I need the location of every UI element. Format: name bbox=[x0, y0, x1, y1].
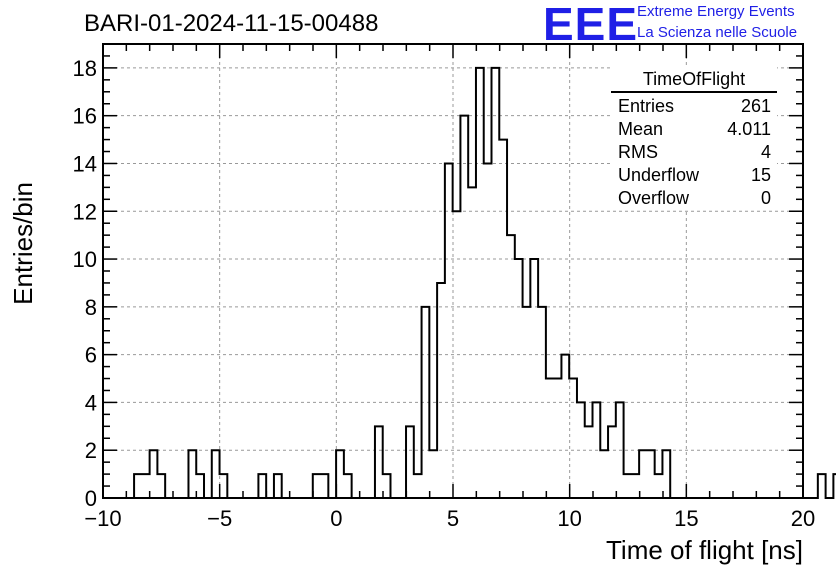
y-tick-label: 18 bbox=[73, 56, 97, 81]
histogram-bin bbox=[212, 450, 220, 498]
histogram-bin bbox=[608, 426, 616, 498]
y-axis-label: Entries/bin bbox=[8, 182, 38, 305]
histogram-bin bbox=[569, 379, 577, 498]
histogram-bin bbox=[188, 450, 196, 498]
stats-row-overflow: Overflow 0 bbox=[611, 187, 777, 210]
histogram-bin bbox=[196, 474, 204, 498]
stats-value: 4 bbox=[760, 142, 771, 162]
y-axis-label-wrap: Entries/bin bbox=[8, 182, 38, 305]
histogram-bin bbox=[631, 474, 639, 498]
histogram-bin bbox=[530, 259, 538, 498]
histogram-bin bbox=[499, 140, 507, 498]
histogram-bin bbox=[157, 474, 165, 498]
y-tick-label: 14 bbox=[73, 151, 97, 176]
histogram-bin bbox=[507, 235, 515, 498]
histogram-bin bbox=[662, 450, 670, 498]
stats-label: Entries bbox=[618, 96, 675, 116]
stats-box: TimeOfFlight Entries 261 Mean 4.011 RMS … bbox=[611, 67, 777, 210]
histogram-bin bbox=[476, 68, 484, 498]
histogram-bin bbox=[258, 474, 266, 498]
stats-label: Overflow bbox=[618, 188, 690, 208]
x-tick-label: 5 bbox=[447, 506, 459, 531]
y-tick-label: 2 bbox=[85, 438, 97, 463]
histogram-bin bbox=[375, 426, 383, 498]
histogram-bin bbox=[406, 426, 414, 498]
histogram-bin bbox=[344, 474, 352, 498]
eee-logo: EEE bbox=[543, 0, 639, 50]
histogram-bin bbox=[150, 450, 158, 498]
histogram-bin bbox=[515, 259, 523, 498]
histogram-bin bbox=[220, 474, 228, 498]
x-tick-label: 20 bbox=[791, 506, 815, 531]
histogram-bin bbox=[546, 379, 554, 498]
x-tick-label: 0 bbox=[330, 506, 342, 531]
histogram-bin bbox=[336, 450, 344, 498]
histogram-bin bbox=[554, 379, 562, 498]
histogram-bin bbox=[624, 474, 632, 498]
y-tick-label: 16 bbox=[73, 104, 97, 129]
stats-row-mean: Mean 4.011 bbox=[611, 118, 777, 141]
histogram-bin bbox=[585, 426, 593, 498]
x-tick-label: 15 bbox=[674, 506, 698, 531]
histogram-bin bbox=[437, 283, 445, 498]
x-tick-label: −5 bbox=[207, 506, 232, 531]
x-tick-label: −10 bbox=[84, 506, 121, 531]
logo-line-1: Extreme Energy Events bbox=[637, 3, 795, 20]
histogram-bin bbox=[655, 474, 663, 498]
x-tick-label: 10 bbox=[557, 506, 581, 531]
stats-label: Underflow bbox=[618, 165, 700, 185]
histogram-bin bbox=[321, 474, 329, 498]
histogram-bin bbox=[414, 474, 422, 498]
stats-title: TimeOfFlight bbox=[642, 69, 746, 89]
histogram-bin bbox=[484, 163, 492, 498]
stats-row-underflow: Underflow 15 bbox=[611, 164, 777, 187]
histogram-bin bbox=[142, 474, 150, 498]
y-tick-label: 10 bbox=[73, 247, 97, 272]
stats-value: 261 bbox=[740, 96, 771, 116]
y-tick-label: 12 bbox=[73, 199, 97, 224]
histogram-outline bbox=[103, 66, 836, 499]
stats-row-rms: RMS 4 bbox=[611, 141, 777, 164]
y-tick-label: 8 bbox=[85, 295, 97, 320]
histogram-bin bbox=[445, 163, 453, 498]
stats-value: 15 bbox=[750, 165, 771, 185]
histogram-bin bbox=[639, 450, 647, 498]
logo-line-2: La Scienza nelle Scuole bbox=[637, 24, 798, 41]
stats-separator bbox=[611, 91, 777, 93]
histogram-bin bbox=[383, 474, 391, 498]
histogram-bin bbox=[429, 450, 437, 498]
stats-label: Mean bbox=[618, 119, 664, 139]
y-tick-label: 4 bbox=[85, 390, 97, 415]
stats-row-entries: Entries 261 bbox=[611, 95, 777, 118]
y-tick-label: 0 bbox=[85, 486, 97, 511]
histogram-bin bbox=[647, 450, 655, 498]
y-tick-label: 6 bbox=[85, 343, 97, 368]
histogram-bin bbox=[468, 187, 476, 498]
histogram-bin bbox=[134, 474, 142, 498]
stats-value: 4.011 bbox=[727, 119, 771, 139]
histogram-bin bbox=[600, 450, 608, 498]
histogram-bin bbox=[492, 68, 500, 498]
stats-label: RMS bbox=[618, 142, 658, 162]
chart-title: BARI-01-2024-11-15-00488 bbox=[84, 10, 379, 37]
histogram-bin bbox=[274, 474, 282, 498]
histogram-bin bbox=[561, 355, 569, 498]
histogram-bin bbox=[818, 474, 826, 498]
histogram-bin bbox=[313, 474, 321, 498]
x-axis-label: Time of flight [ns] bbox=[606, 535, 803, 565]
stats-value: 0 bbox=[760, 188, 771, 208]
